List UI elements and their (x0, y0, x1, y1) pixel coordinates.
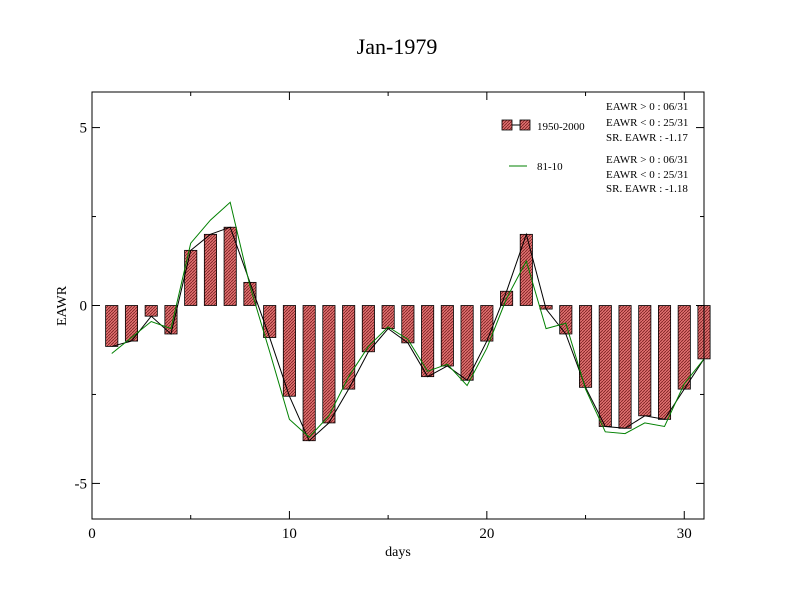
x-axis-label: days (385, 545, 411, 560)
bar-day-16 (401, 305, 415, 344)
bar-day-30 (677, 305, 691, 390)
bar-day-24 (559, 305, 573, 335)
legend-label-81-10: 81-10 (537, 161, 563, 173)
bar-day-27 (618, 305, 632, 429)
series-line-green (111, 201, 705, 438)
bar-day-19 (460, 305, 474, 381)
x-axis: 0 10 20 30 (88, 92, 692, 542)
series-line-black (111, 226, 705, 442)
y-tick-label: -5 (75, 476, 88, 492)
line-series (111, 201, 705, 442)
y-tick-label: 0 (80, 299, 88, 315)
bar-day-26 (598, 305, 612, 427)
chart-title: Jan-1979 (357, 34, 438, 59)
y-axis-label: EAWR (55, 285, 70, 326)
y-tick-label: 5 (80, 121, 88, 137)
bar-day-5 (184, 249, 198, 306)
bar-day-3 (144, 305, 158, 317)
bar-day-9 (263, 305, 277, 338)
bar-day-12 (322, 305, 336, 424)
bar-day-6 (203, 233, 217, 306)
x-tick-label: 0 (88, 526, 96, 542)
x-tick-label: 30 (677, 526, 692, 542)
x-tick-label: 10 (282, 526, 297, 542)
stats-1950-2000-sr: SR. EAWR : -1.17 (606, 132, 688, 144)
bar-day-14 (361, 305, 375, 353)
legend-label-1950-2000: 1950-2000 (537, 121, 585, 133)
bar-day-29 (657, 305, 672, 420)
legend-swatch-bars-left (501, 119, 513, 131)
bar-series (105, 226, 711, 442)
bar-day-28 (638, 305, 652, 417)
bar-day-17 (421, 305, 435, 378)
stats-1950-2000-pos: EAWR > 0 : 06/31 (606, 101, 688, 113)
bar-day-18 (440, 305, 454, 367)
x-tick-label: 20 (479, 526, 494, 542)
bar-day-15 (381, 305, 395, 330)
bar-day-20 (480, 305, 494, 342)
bar-day-1 (105, 305, 119, 347)
stats-1950-2000-neg: EAWR < 0 : 25/31 (606, 117, 688, 129)
bar-day-11 (302, 305, 316, 442)
stats-81-10-neg: EAWR < 0 : 25/31 (606, 169, 688, 181)
y-axis: -5 0 5 (75, 121, 704, 492)
stats-81-10-sr: SR. EAWR : -1.18 (606, 183, 688, 195)
legend-swatch-bars-right (519, 119, 531, 131)
legend: 1950-2000 EAWR > 0 : 06/31 EAWR < 0 : 25… (501, 101, 688, 195)
stats-81-10-pos: EAWR > 0 : 06/31 (606, 154, 688, 166)
